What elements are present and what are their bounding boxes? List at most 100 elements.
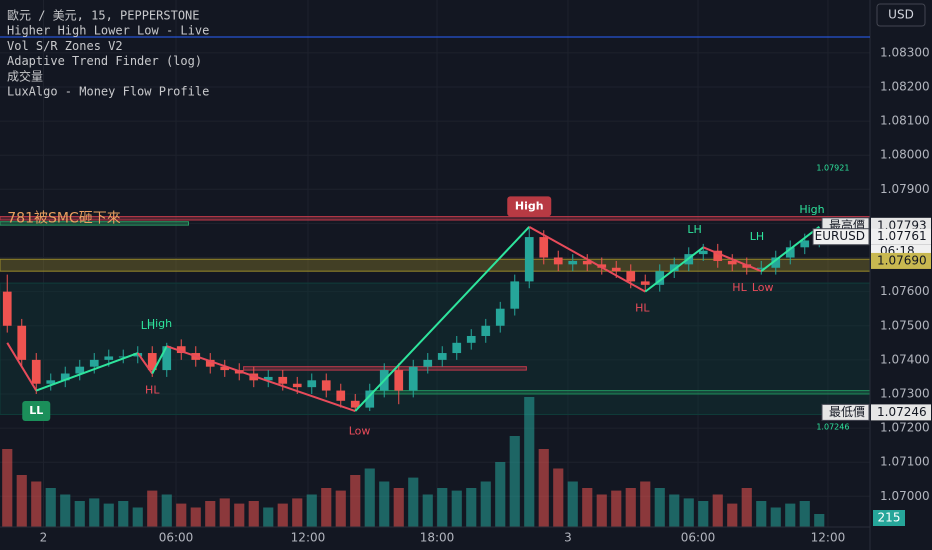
x-tick-label: 18:00 <box>420 531 455 545</box>
candle-body <box>205 359 215 367</box>
y-tick-label: 1.08000 <box>880 148 930 162</box>
volume-bar <box>2 449 13 527</box>
candle-body <box>220 366 230 371</box>
annotation: High <box>147 317 172 330</box>
volume-bar <box>31 481 42 527</box>
swing-line <box>166 345 356 412</box>
zone <box>0 258 871 272</box>
volume-bar <box>132 507 143 527</box>
candle-body <box>75 366 85 374</box>
volume-bar <box>350 475 361 527</box>
price-label-name: 最低價 <box>829 405 865 419</box>
volume-label-box <box>873 510 905 526</box>
x-tick-label: 06:00 <box>159 531 194 545</box>
price-label-name-box <box>812 228 870 246</box>
currency-button[interactable] <box>876 3 926 27</box>
x-tick-label: 3 <box>564 531 572 545</box>
volume-bar <box>596 494 607 527</box>
candle-body <box>321 380 331 391</box>
y-tick-label: 1.07000 <box>880 489 930 503</box>
volume-bar <box>799 501 810 527</box>
volume-bar <box>625 488 636 527</box>
candle-body <box>307 380 317 388</box>
candle-body <box>104 356 114 360</box>
plot-area <box>0 0 871 527</box>
candle-body <box>698 250 708 255</box>
y-tick-label: 1.08200 <box>880 79 930 93</box>
candle-body <box>336 390 346 401</box>
swing-line <box>354 226 530 412</box>
volume-bar <box>611 490 622 527</box>
volume-bar <box>422 494 433 527</box>
volume-bar <box>60 494 71 527</box>
candle-body <box>626 271 636 282</box>
indicator-legend: LuxAlgo - Money Flow Profile <box>7 85 209 99</box>
price-axis <box>870 0 932 550</box>
swing-line <box>702 246 762 273</box>
x-tick-label: 06:00 <box>681 531 716 545</box>
candle-body <box>452 342 462 354</box>
y-tick-label: 1.07100 <box>880 455 930 469</box>
volume-bar <box>147 490 158 527</box>
candle-body <box>539 237 549 258</box>
overlay: 1.07000 1.07100 1.07200 1.07300 1.07400 1.075… <box>7 8 931 545</box>
price-label-name: EURUSD <box>815 229 865 243</box>
y-tick-label: 1.07500 <box>880 318 930 332</box>
annotation: High <box>799 203 824 216</box>
volume-bar <box>640 481 651 527</box>
price-label: 1.07761 <box>877 229 927 243</box>
volume-bar <box>408 477 419 527</box>
volume-bar <box>683 498 694 527</box>
volume-bar <box>74 501 85 527</box>
volume-bar <box>335 490 346 527</box>
swing-line <box>151 345 168 374</box>
volume-bar <box>364 468 375 527</box>
candle-body <box>495 308 505 326</box>
candle-body <box>2 291 12 326</box>
volume-bar <box>292 498 303 527</box>
candle-body <box>147 353 157 371</box>
swing-line <box>6 342 38 392</box>
volume-bar <box>712 494 723 527</box>
volume-bar <box>698 501 709 527</box>
candle-body <box>292 383 302 388</box>
swing-line <box>35 352 139 392</box>
volume-bar <box>451 490 462 527</box>
volume-bar <box>190 507 201 527</box>
annotation: 781被SMC砸下來 <box>7 210 120 226</box>
x-tick-label: 12:00 <box>811 531 846 545</box>
candle-body <box>437 353 447 360</box>
y-tick-label: 1.08100 <box>880 114 930 128</box>
candle-body <box>365 390 375 408</box>
candle-body <box>756 267 766 269</box>
candle-body <box>771 257 781 268</box>
volume-bar <box>205 501 216 527</box>
zone <box>243 366 527 371</box>
volume-bar <box>654 488 665 527</box>
y-tick-label: 1.07400 <box>880 352 930 366</box>
volume-bar <box>321 488 332 527</box>
volume-bar <box>161 494 172 527</box>
volume-bar <box>277 503 288 527</box>
candle-body <box>481 325 491 336</box>
candle-body <box>611 267 621 272</box>
price-label: 1.07690 <box>877 253 927 267</box>
candle-body <box>510 281 520 309</box>
indicator-legend: 成交量 <box>7 68 43 83</box>
price-label-box <box>871 228 931 245</box>
volume-bar <box>567 481 578 527</box>
annotation: LH <box>141 319 155 332</box>
y-tick-label: 1.08300 <box>880 45 930 59</box>
annotation: HL <box>732 281 747 294</box>
candle-body <box>669 264 679 272</box>
candle-body <box>727 260 737 265</box>
swing-line <box>136 352 154 375</box>
price-label-name-box <box>821 403 870 421</box>
candle-body <box>31 359 41 384</box>
volume-bar <box>785 503 796 527</box>
candle-body <box>46 380 56 384</box>
candle-body <box>17 325 27 360</box>
price-label: 1.07246 <box>877 405 927 419</box>
